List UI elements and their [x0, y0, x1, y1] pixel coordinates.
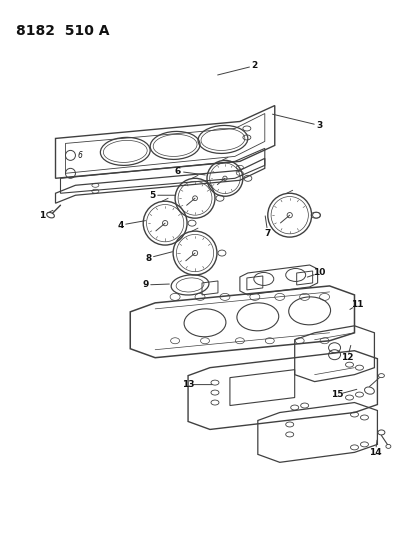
Text: 13: 13 [182, 380, 194, 389]
Text: 11: 11 [351, 301, 364, 309]
Text: 2: 2 [252, 61, 258, 70]
Text: 3: 3 [316, 121, 323, 130]
Text: 10: 10 [314, 269, 326, 278]
Text: 4: 4 [117, 221, 123, 230]
Text: 12: 12 [341, 353, 354, 362]
Text: 1: 1 [39, 211, 46, 220]
Text: 9: 9 [142, 280, 148, 289]
Text: 15: 15 [331, 390, 344, 399]
Text: 7: 7 [265, 229, 271, 238]
Text: 5: 5 [149, 191, 155, 200]
Text: 8182  510 A: 8182 510 A [16, 24, 109, 38]
Text: 6: 6 [78, 151, 83, 160]
Text: 6: 6 [175, 167, 181, 176]
Text: 8: 8 [145, 254, 151, 263]
Text: 14: 14 [369, 448, 382, 457]
